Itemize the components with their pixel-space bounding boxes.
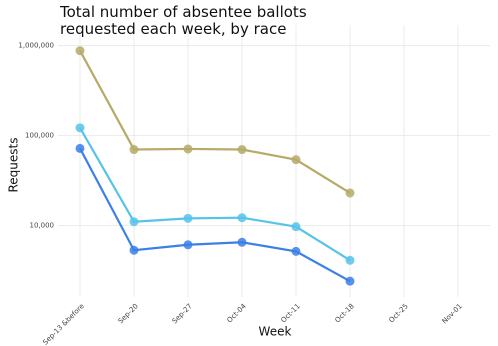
data-point: [183, 213, 193, 223]
y-tick-label: 100,000: [25, 132, 54, 140]
series-line: [79, 127, 351, 262]
data-point: [291, 155, 301, 165]
data-point: [345, 276, 355, 286]
x-tick-label: Sep-13 &before: [41, 302, 85, 346]
series-line: [79, 50, 351, 194]
data-point: [129, 217, 139, 227]
data-point: [129, 245, 139, 255]
x-tick-label: Oct-18: [334, 302, 356, 324]
data-point: [291, 222, 301, 232]
data-point: [237, 237, 247, 247]
data-point: [129, 145, 139, 155]
x-tick-label: Oct-25: [388, 302, 410, 324]
y-tick-label: 10,000: [30, 221, 55, 229]
data-point: [183, 240, 193, 250]
y-axis-title: Requests: [7, 138, 21, 193]
data-point: [345, 188, 355, 198]
data-point: [75, 46, 85, 56]
chart-title: Total number of absentee ballots request…: [60, 3, 307, 38]
data-point: [75, 123, 85, 133]
data-point: [237, 213, 247, 223]
x-tick-label: Oct-11: [280, 302, 302, 324]
data-point: [291, 246, 301, 256]
x-axis-title: Week: [259, 325, 292, 339]
data-point: [75, 143, 85, 153]
series-line: [79, 147, 351, 283]
y-tick-label: 1,000,000: [18, 42, 54, 50]
data-point: [345, 255, 355, 265]
x-tick-label: Sep-27: [171, 302, 194, 325]
x-tick-label: Oct-04: [226, 302, 249, 325]
data-point: [183, 144, 193, 154]
x-tick-label: Nov-01: [441, 302, 464, 325]
x-tick-label: Sep-20: [117, 302, 140, 325]
data-point: [237, 145, 247, 155]
